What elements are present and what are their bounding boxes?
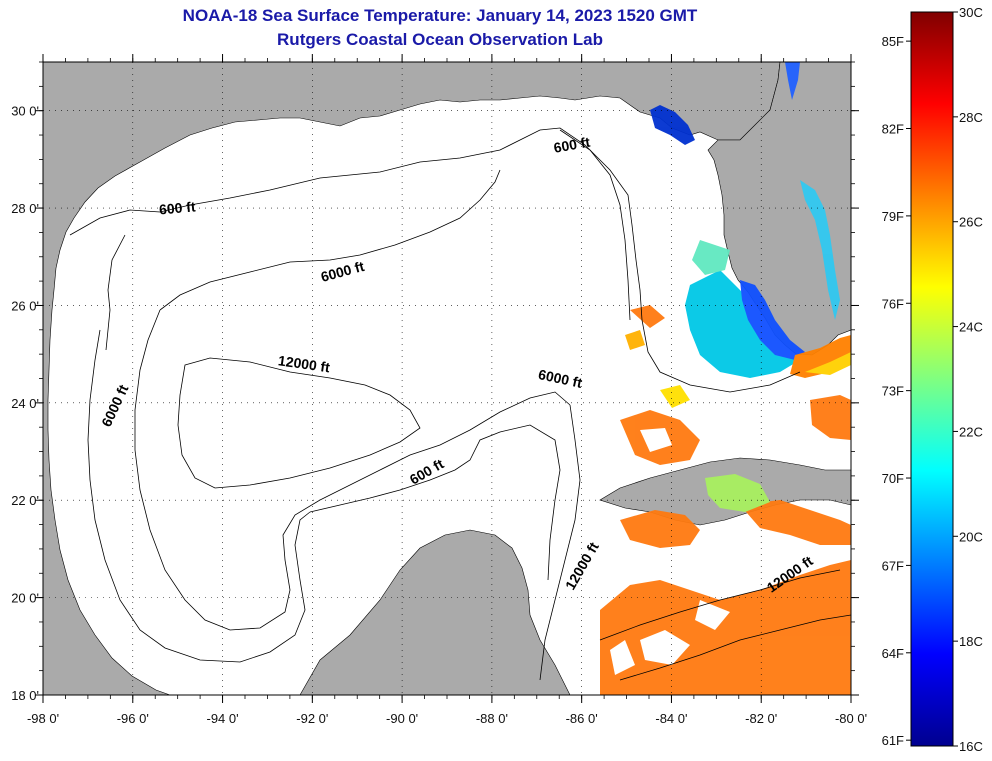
contour-label: 12000 ft — [277, 352, 331, 375]
colorbar-label-f: 76F — [882, 296, 904, 311]
lon-tick-label: -84 0' — [655, 711, 687, 726]
lat-tick-label: 28 0' — [11, 201, 39, 216]
depth-contours — [69, 127, 851, 681]
sst-colorbar: 16C 18C 20C 22C 24C 26C 28C 30C 61F 64F 67F 70F 73F 7… — [882, 5, 983, 754]
land-north-coast — [43, 62, 781, 695]
colorbar-label-c: 16C — [959, 739, 983, 754]
lon-tick-label: -88 0' — [476, 711, 508, 726]
lon-tick-label: -80 0' — [835, 711, 867, 726]
lat-tick-label: 20 0' — [11, 591, 39, 606]
lon-tick-label: -86 0' — [566, 711, 598, 726]
colorbar-label-f: 70F — [882, 471, 904, 486]
colorbar-label-f: 61F — [882, 733, 904, 748]
colorbar-label-f: 82F — [882, 122, 904, 137]
colorbar-label-c: 28C — [959, 110, 983, 125]
colorbar-label-c: 20C — [959, 529, 983, 544]
colorbar-label-f: 79F — [882, 209, 904, 224]
lon-tick-label: -94 0' — [206, 711, 238, 726]
lat-tick-label: 26 0' — [11, 298, 39, 313]
contour-label: 600 ft — [552, 134, 591, 156]
lat-tick-label: 22 0' — [11, 493, 39, 508]
lat-tick-label: 30 0' — [11, 104, 39, 119]
lon-tick-label: -90 0' — [386, 711, 418, 726]
lon-tick-label: -92 0' — [296, 711, 328, 726]
map-subtitle: Rutgers Coastal Ocean Observation Lab — [277, 30, 603, 49]
colorbar-label-f: 73F — [882, 384, 904, 399]
colorbar-label-f: 64F — [882, 646, 904, 661]
sst-patches-warm — [600, 305, 851, 695]
lon-tick-label: -96 0' — [117, 711, 149, 726]
land-yucatan — [299, 529, 571, 695]
colorbar-label-c: 24C — [959, 320, 983, 335]
map-title: NOAA-18 Sea Surface Temperature: January… — [182, 6, 698, 25]
lon-tick-label: -98 0' — [27, 711, 59, 726]
colorbar-label-c: 26C — [959, 215, 983, 230]
colorbar-label-c: 18C — [959, 634, 983, 649]
colorbar-bar — [910, 11, 954, 747]
map-axes: -98 0' -96 0' -94 0' -92 0' -90 0' -88 0' -86 … — [11, 54, 867, 726]
lon-tick-label: -82 0' — [745, 711, 777, 726]
contour-label: 600 ft — [158, 198, 196, 217]
lat-tick-label: 24 0' — [11, 396, 39, 411]
sst-patches-cool — [650, 62, 851, 378]
colorbar-label-f: 85F — [882, 34, 904, 49]
colorbar-label-f: 67F — [882, 558, 904, 573]
lat-tick-label: 18 0' — [11, 688, 39, 703]
colorbar-label-c: 30C — [959, 5, 983, 20]
colorbar-label-c: 22C — [959, 424, 983, 439]
